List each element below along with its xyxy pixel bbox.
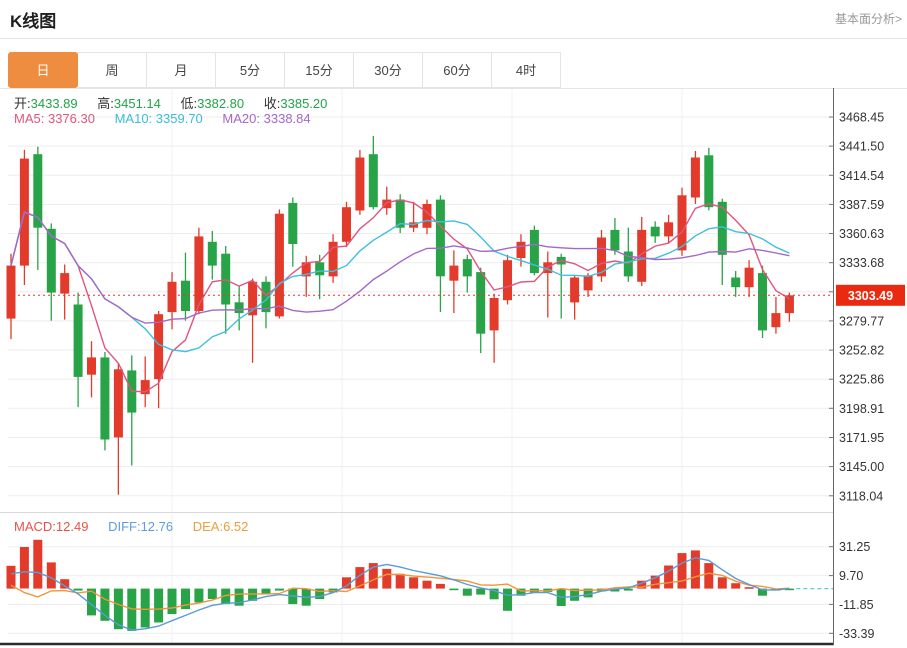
high-label: 高: (97, 96, 114, 111)
tab-day[interactable]: 日 (8, 52, 78, 88)
ma20-value: 3338.84 (263, 111, 311, 126)
svg-text:3333.68: 3333.68 (839, 256, 884, 270)
svg-text:9.70: 9.70 (839, 569, 863, 583)
diff-label: DIFF: (108, 519, 141, 534)
macd-histogram (6, 539, 794, 631)
svg-text:3171.95: 3171.95 (839, 431, 884, 445)
diff-value: 12.76 (140, 519, 174, 534)
macd-axis-labels: 31.25 9.70 -11.85 -33.39 (829, 540, 874, 641)
svg-text:3118.04: 3118.04 (839, 489, 883, 503)
low-label: 低: (180, 96, 198, 111)
ma-info-row: MA5: 3376.30 MA10: 3359.70 MA20: 3338.84 (14, 111, 327, 126)
tab-4hour[interactable]: 4时 (491, 52, 561, 88)
tab-15min[interactable]: 15分 (284, 52, 354, 88)
svg-text:3225.86: 3225.86 (839, 373, 884, 387)
svg-text:3360.63: 3360.63 (839, 227, 884, 241)
svg-text:3198.91: 3198.91 (839, 402, 884, 416)
ma20-line (10, 211, 790, 324)
ma5-value: 3376.30 (47, 111, 95, 126)
svg-text:-33.39: -33.39 (839, 627, 874, 641)
high-value: 3451.14 (113, 96, 161, 111)
macd-value: 12.49 (55, 519, 89, 534)
ma10-value: 3359.70 (155, 111, 203, 126)
svg-text:3252.82: 3252.82 (839, 344, 884, 358)
ma5-line (10, 199, 790, 393)
svg-text:3279.77: 3279.77 (839, 314, 884, 328)
price-axis-labels: 3468.45 3441.50 3414.54 3387.59 3360.63 3333.… (829, 111, 884, 503)
page-title: K线图 (10, 12, 57, 31)
chart-panel: 3468.45 3441.50 3414.54 3387.59 3360.63 3333.… (0, 88, 907, 648)
fundamental-analysis-link[interactable]: 基本面分析> (834, 12, 902, 26)
price-gridlines (8, 116, 833, 497)
diff-line (10, 557, 790, 631)
ma5-label: MA5: (14, 111, 45, 126)
kline-chart-canvas[interactable]: 3468.45 3441.50 3414.54 3387.59 3360.63 3333.… (0, 88, 907, 648)
dea-line (10, 572, 790, 611)
timeframe-tabbar: 日周月 5分 15分 30分 60分 4时 (8, 52, 561, 88)
ma10-line (10, 211, 790, 353)
tab-month[interactable]: 月 (146, 52, 216, 88)
svg-text:-11.85: -11.85 (839, 598, 874, 612)
ma10-label: MA10: (114, 111, 153, 126)
tab-5min[interactable]: 5分 (215, 52, 285, 88)
open-value: 3433.89 (30, 96, 78, 111)
svg-text:31.25: 31.25 (839, 540, 870, 554)
candles-layer (6, 135, 794, 495)
title-divider (0, 38, 907, 39)
ohlc-info-row: 开:3433.89 高:3451.14 低:3382.80 收:3385.20 (14, 93, 343, 112)
ma20-label: MA20: (222, 111, 260, 126)
tab-60min[interactable]: 60分 (422, 52, 492, 88)
tab-30min[interactable]: 30分 (353, 52, 423, 88)
svg-text:3414.54: 3414.54 (839, 169, 884, 183)
low-value: 3382.80 (197, 96, 245, 111)
open-label: 开: (14, 96, 31, 111)
svg-text:3387.59: 3387.59 (839, 198, 884, 212)
svg-text:3303.49: 3303.49 (848, 289, 893, 303)
macd-label: MACD: (14, 519, 56, 534)
macd-info-row: MACD:12.49 DIFF:12.76 DEA:6.52 (14, 519, 264, 534)
close-value: 3385.20 (280, 96, 328, 111)
svg-text:3468.45: 3468.45 (839, 111, 884, 125)
dea-value: 6.52 (223, 519, 249, 534)
tab-week[interactable]: 周 (77, 52, 147, 88)
current-price-box: 3303.49 (836, 284, 905, 306)
svg-text:3145.00: 3145.00 (839, 460, 884, 474)
close-label: 收: (263, 96, 281, 111)
vertical-gridlines (171, 89, 683, 644)
svg-text:3441.50: 3441.50 (839, 140, 884, 154)
dea-label: DEA: (192, 519, 224, 534)
